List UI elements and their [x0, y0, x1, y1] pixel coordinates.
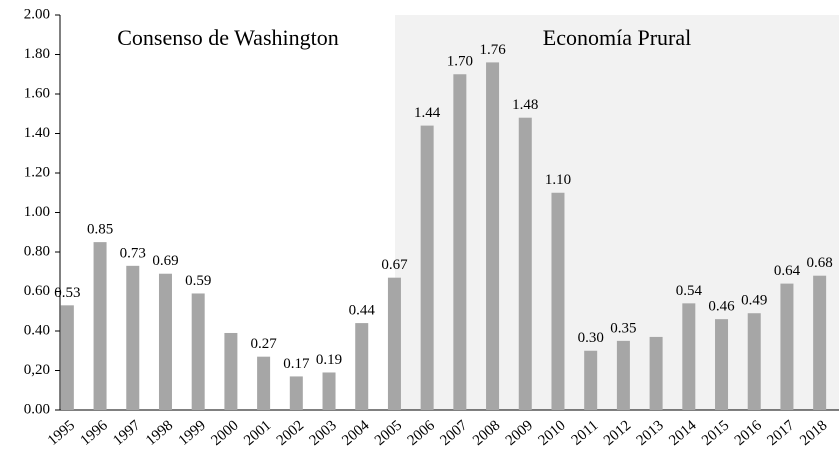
- value-label: 0.85: [87, 222, 113, 238]
- value-label: 0.17: [283, 356, 310, 372]
- y-tick-label: 1.00: [24, 204, 50, 220]
- x-tick-label: 2003: [307, 417, 340, 449]
- y-tick-label: 1.40: [24, 125, 50, 141]
- x-tick-label: 2004: [339, 417, 373, 449]
- bar: [747, 313, 761, 410]
- y-tick-label: 0.00: [24, 401, 50, 417]
- value-label: 1.48: [512, 97, 538, 113]
- value-label: 1.70: [447, 54, 473, 70]
- bar: [60, 305, 74, 410]
- value-label: 0.64: [774, 263, 801, 279]
- x-tick-label: 2015: [699, 417, 732, 449]
- y-tick-label: 1.20: [24, 164, 50, 180]
- x-tick-label: 2005: [372, 417, 405, 449]
- bar: [355, 323, 369, 410]
- y-tick-label: 0.40: [24, 322, 50, 338]
- x-tick-label: 2013: [634, 417, 667, 449]
- value-label: 0.35: [610, 320, 636, 336]
- value-label: 0.30: [578, 330, 604, 346]
- x-tick-label: 2011: [569, 417, 602, 448]
- x-tick-label: 2000: [208, 417, 241, 449]
- value-label: 0.69: [152, 253, 178, 269]
- y-tick-label: 0.60: [24, 283, 50, 299]
- x-tick-label: 1999: [176, 417, 209, 449]
- value-label: 1.10: [545, 172, 571, 188]
- bar: [682, 303, 696, 410]
- x-tick-label: 2012: [601, 417, 634, 449]
- bar: [420, 125, 434, 410]
- bar: [518, 117, 532, 410]
- x-tick-label: 2008: [470, 417, 503, 449]
- bar: [584, 350, 598, 410]
- bar: [486, 62, 500, 411]
- x-tick-label: 1996: [78, 417, 112, 449]
- bar: [322, 372, 336, 410]
- bar: [616, 340, 630, 410]
- y-tick-label: 0,20: [24, 362, 50, 378]
- bar: [93, 242, 107, 410]
- bar: [387, 277, 401, 410]
- y-tick-label: 2.00: [24, 6, 50, 22]
- x-tick-label: 1998: [143, 417, 176, 449]
- bar: [715, 319, 729, 410]
- x-tick-label: 2002: [274, 417, 307, 449]
- value-label: 0.44: [349, 303, 376, 319]
- value-label: 0.27: [250, 336, 277, 352]
- value-label: 0.54: [676, 283, 703, 299]
- x-tick-label: 2010: [535, 417, 568, 449]
- bar: [126, 265, 140, 410]
- annotation: Consenso de Washington: [117, 25, 338, 50]
- value-label: 0.49: [741, 293, 767, 309]
- bar: [813, 275, 827, 410]
- x-tick-label: 1995: [45, 417, 78, 449]
- x-tick-label: 2018: [797, 417, 830, 449]
- value-label: 0.19: [316, 352, 342, 368]
- value-label: 0.46: [708, 299, 735, 315]
- bar: [191, 293, 205, 410]
- bar: [551, 192, 565, 410]
- value-label: 0.68: [807, 255, 833, 271]
- x-tick-label: 2014: [666, 417, 700, 449]
- value-label: 0.53: [54, 285, 80, 301]
- bar: [453, 74, 467, 410]
- bar: [649, 336, 663, 410]
- y-tick-label: 1.60: [24, 85, 50, 101]
- value-label: 0.59: [185, 273, 211, 289]
- bar: [257, 356, 271, 410]
- x-tick-label: 2017: [764, 417, 798, 449]
- value-label: 0.67: [381, 257, 408, 273]
- annotation: Economía Prural: [543, 25, 691, 50]
- bar: [224, 332, 238, 410]
- bar: [780, 283, 794, 410]
- value-label: 1.76: [479, 42, 506, 58]
- y-tick-label: 0.80: [24, 243, 50, 259]
- x-tick-label: 1997: [110, 417, 144, 449]
- x-tick-label: 2016: [732, 417, 766, 449]
- x-tick-label: 2006: [405, 417, 439, 449]
- x-tick-label: 2009: [503, 417, 536, 449]
- bar: [289, 376, 303, 410]
- value-label: 1.44: [414, 105, 441, 121]
- bar: [158, 273, 172, 410]
- x-tick-label: 2007: [437, 417, 471, 449]
- x-tick-label: 2001: [241, 417, 274, 449]
- value-label: 0.73: [120, 245, 146, 261]
- y-tick-label: 1.80: [24, 46, 50, 62]
